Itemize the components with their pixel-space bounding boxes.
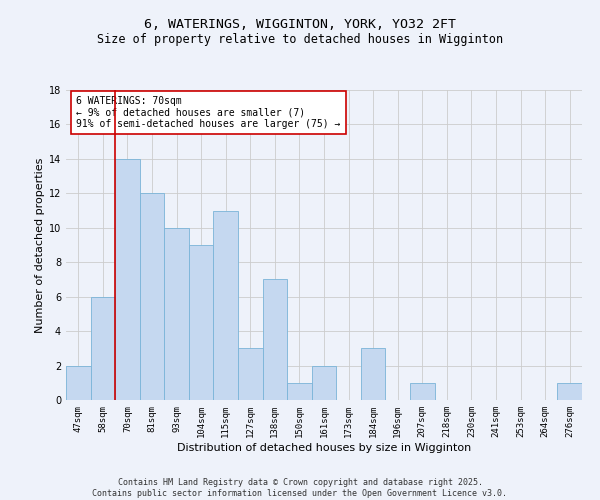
Bar	[410, 383, 434, 400]
Text: Contains HM Land Registry data © Crown copyright and database right 2025.
Contai: Contains HM Land Registry data © Crown c…	[92, 478, 508, 498]
Text: Size of property relative to detached houses in Wigginton: Size of property relative to detached ho…	[97, 32, 503, 46]
Bar	[214, 210, 238, 400]
Text: 6, WATERINGS, WIGGINTON, YORK, YO32 2FT: 6, WATERINGS, WIGGINTON, YORK, YO32 2FT	[144, 18, 456, 30]
Bar	[164, 228, 189, 400]
Bar	[189, 245, 214, 400]
Bar	[557, 383, 582, 400]
X-axis label: Distribution of detached houses by size in Wigginton: Distribution of detached houses by size …	[177, 442, 471, 452]
Bar	[140, 194, 164, 400]
Text: 6 WATERINGS: 70sqm
← 9% of detached houses are smaller (7)
91% of semi-detached : 6 WATERINGS: 70sqm ← 9% of detached hous…	[76, 96, 341, 130]
Bar	[66, 366, 91, 400]
Y-axis label: Number of detached properties: Number of detached properties	[35, 158, 44, 332]
Bar	[238, 348, 263, 400]
Bar	[287, 383, 312, 400]
Bar	[115, 159, 140, 400]
Bar	[263, 280, 287, 400]
Bar	[91, 296, 115, 400]
Bar	[312, 366, 336, 400]
Bar	[361, 348, 385, 400]
